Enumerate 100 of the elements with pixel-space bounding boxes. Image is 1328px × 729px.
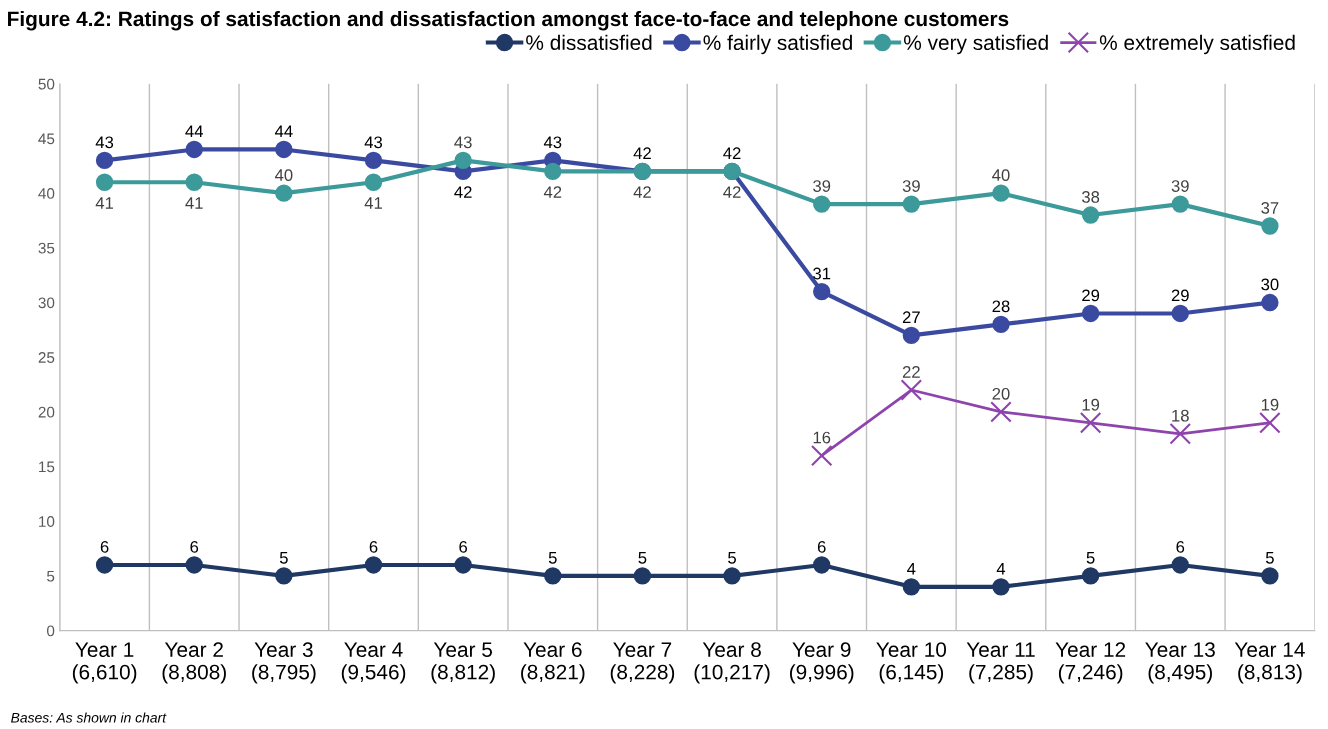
point xyxy=(1261,217,1279,235)
point xyxy=(275,567,293,585)
point xyxy=(275,184,293,202)
data-label: 37 xyxy=(1261,202,1279,214)
point xyxy=(364,556,383,574)
x-tick-label: Year 10 (6,145) xyxy=(876,642,947,684)
data-label: 5 xyxy=(1265,552,1274,564)
data-label: 5 xyxy=(638,552,647,564)
y-tick-label: 5 xyxy=(47,570,55,582)
data-label: 5 xyxy=(279,552,288,564)
data-label: 6 xyxy=(190,540,199,553)
data-label: 6 xyxy=(459,540,468,553)
data-label: 6 xyxy=(369,540,378,553)
data-label: 4 xyxy=(907,563,916,575)
point xyxy=(902,578,921,596)
x-tick-label: Year 2 (8,808) xyxy=(162,642,226,684)
x-tick-label: Year 8 (10,217) xyxy=(694,642,770,684)
point xyxy=(544,567,562,585)
point xyxy=(633,567,652,585)
point xyxy=(813,195,831,213)
point xyxy=(1169,422,1192,445)
data-label: 40 xyxy=(274,169,293,181)
x-tick-label: Year 5 (8,812) xyxy=(431,642,495,684)
point xyxy=(185,140,203,159)
data-label: 43 xyxy=(95,136,114,149)
legend-label: % extremely satisfied xyxy=(1099,34,1295,55)
point xyxy=(364,173,383,191)
data-label: 18 xyxy=(1172,409,1189,422)
x-tick-label: Year 6 (8,821) xyxy=(521,642,585,684)
point xyxy=(364,151,383,170)
point xyxy=(1081,206,1100,224)
point xyxy=(900,379,923,401)
y-tick-label: 45 xyxy=(38,133,55,145)
point xyxy=(810,444,833,467)
data-label: 39 xyxy=(813,180,831,192)
x-tick-label: Year 14 (8,813) xyxy=(1234,642,1305,684)
point xyxy=(813,282,831,301)
point xyxy=(1081,567,1100,585)
data-label: 39 xyxy=(902,180,920,192)
y-tick-label: 0 xyxy=(47,625,55,637)
data-label: 5 xyxy=(548,552,557,564)
point xyxy=(185,556,203,574)
data-label: 42 xyxy=(723,147,741,159)
data-label: 20 xyxy=(992,387,1010,400)
x-tick-label: Year 13 (8,495) xyxy=(1145,642,1215,684)
data-label: 43 xyxy=(454,136,472,149)
data-label: 42 xyxy=(543,186,562,198)
data-label: 29 xyxy=(1171,289,1189,302)
point xyxy=(454,556,472,574)
data-label: 6 xyxy=(817,540,826,553)
data-label: 22 xyxy=(902,366,920,378)
data-label: 19 xyxy=(1082,398,1100,411)
data-label: 40 xyxy=(992,169,1010,181)
y-tick-label: 15 xyxy=(39,461,55,473)
data-label: 16 xyxy=(813,431,831,444)
point xyxy=(185,173,203,191)
point xyxy=(454,151,472,170)
x-tick-label: Year 11 (7,285) xyxy=(966,642,1035,684)
data-label: 6 xyxy=(100,540,109,553)
x-tick-label: Year 4 (9,546) xyxy=(341,642,406,684)
data-label: 44 xyxy=(185,125,203,138)
y-tick-label: 40 xyxy=(38,188,55,199)
data-label: 5 xyxy=(1086,552,1095,564)
point xyxy=(1171,304,1189,323)
data-label: 43 xyxy=(543,136,562,149)
point xyxy=(1171,195,1189,213)
y-tick-label: 30 xyxy=(38,297,55,309)
point xyxy=(544,162,562,180)
data-label: 41 xyxy=(95,197,114,209)
legend-label: % very satisfied xyxy=(904,34,1048,55)
x-tick-label: Year 1 (6,610) xyxy=(72,642,137,684)
point xyxy=(902,326,921,345)
point xyxy=(95,173,114,191)
data-label: 41 xyxy=(185,197,203,209)
y-tick-label: 35 xyxy=(38,242,55,254)
point xyxy=(723,567,741,585)
data-label: 4 xyxy=(996,563,1006,575)
point xyxy=(1261,567,1279,585)
point xyxy=(990,401,1012,423)
point xyxy=(1259,412,1281,434)
point xyxy=(1171,556,1189,574)
point xyxy=(95,556,114,574)
point xyxy=(992,578,1010,596)
x-tick-label: Year 3 (8,795) xyxy=(252,642,316,684)
legend-label: % dissatisfied xyxy=(526,34,652,51)
legend-label: % fairly satisfied xyxy=(703,34,852,55)
point xyxy=(275,140,293,159)
data-label: 5 xyxy=(728,552,736,564)
data-label: 44 xyxy=(274,125,293,138)
y-tick-label: 50 xyxy=(38,78,55,90)
point xyxy=(992,184,1010,202)
y-tick-label: 25 xyxy=(38,352,55,363)
text: Bases: As shown in chart xyxy=(11,712,167,723)
x-tick-label: Year 12 (7,246) xyxy=(1055,642,1126,684)
point xyxy=(813,556,831,574)
x-tick-label: Year 9 (9,996) xyxy=(789,642,854,684)
data-label: 43 xyxy=(364,136,383,149)
data-label: 6 xyxy=(1176,540,1185,553)
data-label: 38 xyxy=(1081,191,1100,203)
data-label: 31 xyxy=(813,267,831,280)
